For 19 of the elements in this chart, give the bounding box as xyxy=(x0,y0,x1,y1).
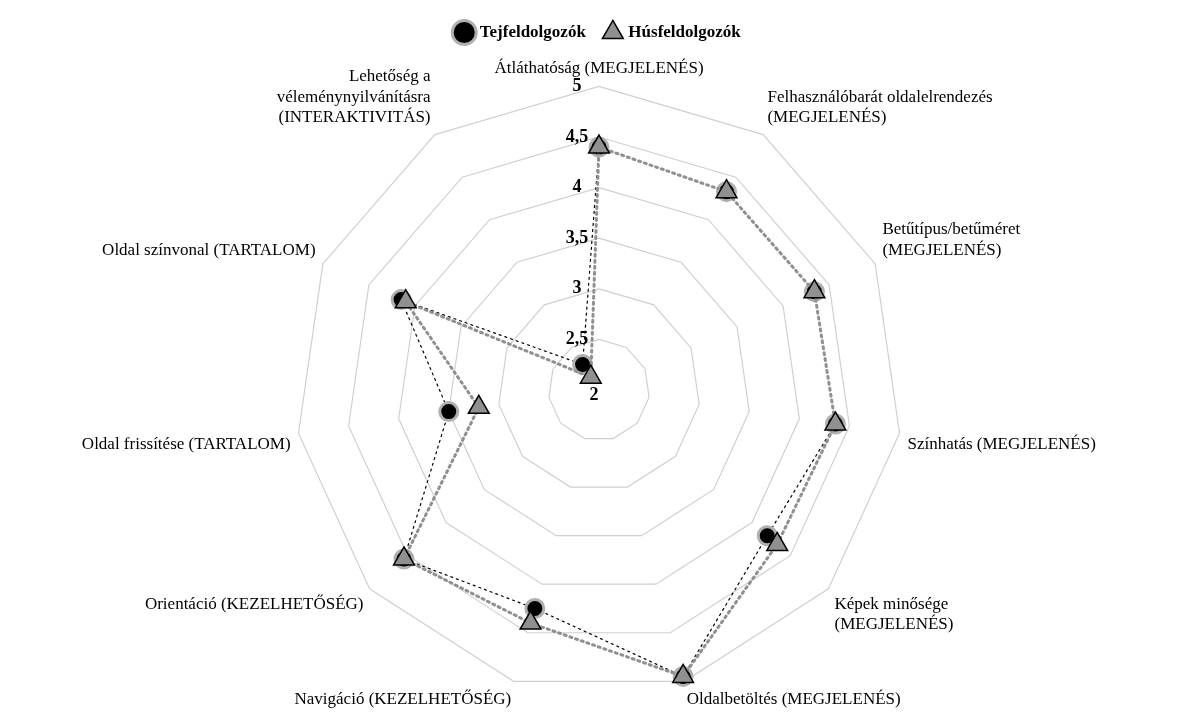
spoke-label: Oldal frissítése (TARTALOM) xyxy=(81,434,291,454)
y-tick-label: 3,5 xyxy=(565,226,589,247)
spoke-label: Képek minősége (MEGJELENÉS) xyxy=(834,593,954,634)
spoke-label: Oldal színvonal (TARTALOM) xyxy=(102,239,316,259)
spoke-label: Felhasználóbarát oldalelrendezés (MEGJELENÉS) xyxy=(767,86,993,127)
y-tick-label: 3 xyxy=(572,277,582,298)
legend-label: Húsfeldolgozók xyxy=(628,21,742,41)
spoke-label: Betűtípus/betűméret (MEGJELENÉS) xyxy=(882,219,1021,259)
spoke-label: Navigáció (KEZELHETŐSÉG) xyxy=(294,688,512,708)
spoke-label: Átláthatóság (MEGJELENÉS) xyxy=(494,57,704,77)
legend-label: Tejfeldolgozók xyxy=(479,21,587,41)
spoke-label: Orientáció (KEZELHETŐSÉG) xyxy=(144,593,364,613)
y-tick-label: 2 xyxy=(589,383,599,404)
spoke-label: Színhatás (MEGJELENÉS) xyxy=(907,434,1096,454)
y-tick-label: 4,5 xyxy=(565,125,589,146)
spoke-label: Oldalbetöltés (MEGJELENÉS) xyxy=(686,688,901,708)
y-tick-label: 2,5 xyxy=(565,328,589,349)
y-tick-label: 4 xyxy=(572,176,582,197)
spoke-label: Lehetőség a véleménynyilvánításra (INTERAKTIVITÁS) xyxy=(276,66,431,127)
